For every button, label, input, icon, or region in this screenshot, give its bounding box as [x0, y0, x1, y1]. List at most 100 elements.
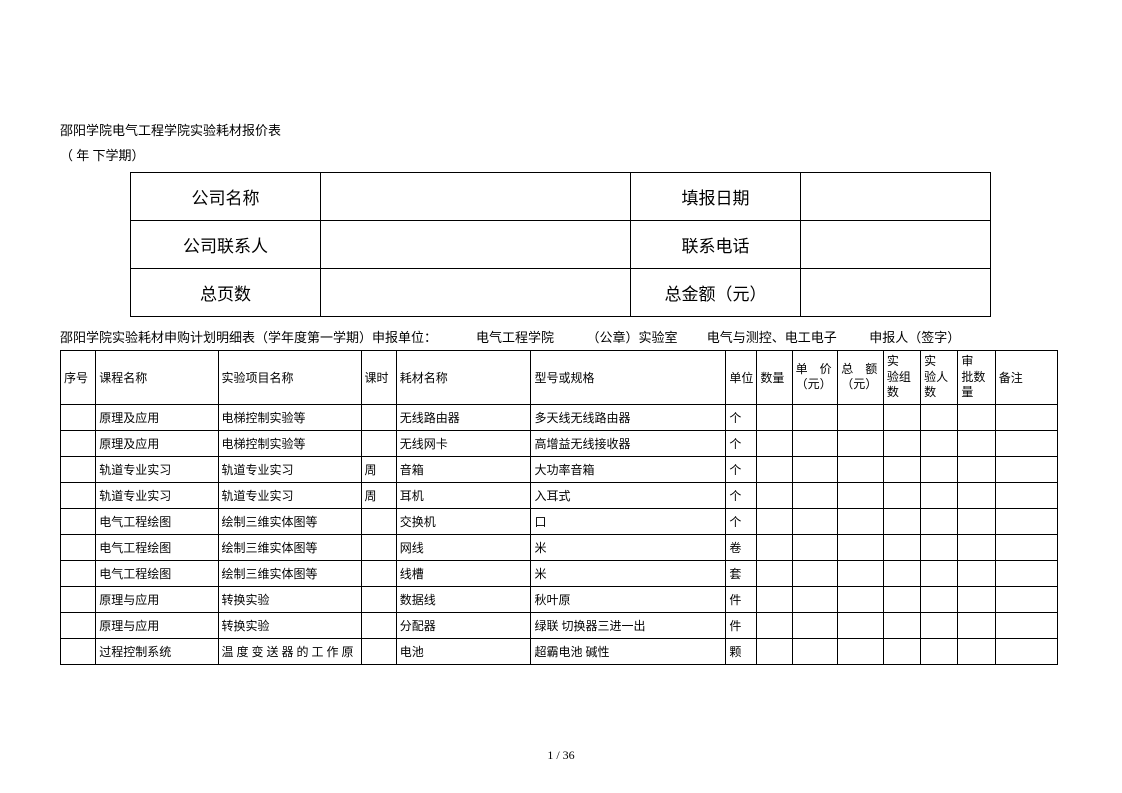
cell-course: 原理与应用 [96, 586, 218, 612]
cell-period [361, 404, 396, 430]
cell-total [838, 534, 884, 560]
cell-unit: 个 [726, 404, 757, 430]
col-groups: 实 验组数 [883, 351, 920, 405]
cell-qty [757, 456, 792, 482]
table-row: 电气工程绘图绘制三维实体图等线槽米套 [61, 560, 1058, 586]
cell-unit: 个 [726, 430, 757, 456]
cell-total [838, 508, 884, 534]
cell-seq [61, 612, 96, 638]
col-spec: 型号或规格 [531, 351, 726, 405]
cell-people [921, 430, 958, 456]
cell-qty [757, 560, 792, 586]
cell-spec: 高增益无线接收器 [531, 430, 726, 456]
cell-unit: 颗 [726, 638, 757, 664]
contact-value [321, 221, 631, 269]
cell-audit [958, 612, 995, 638]
col-people: 实 验人数 [921, 351, 958, 405]
cell-seq [61, 534, 96, 560]
cell-groups [883, 638, 920, 664]
doc-title-2: （ 年 下学期） [60, 145, 1062, 164]
cell-material: 线槽 [396, 560, 531, 586]
cell-qty [757, 430, 792, 456]
cell-remark [995, 404, 1057, 430]
cell-qty [757, 612, 792, 638]
cell-spec: 秋叶原 [531, 586, 726, 612]
cell-seq [61, 456, 96, 482]
cell-unit: 套 [726, 560, 757, 586]
cell-spec: 入耳式 [531, 482, 726, 508]
cell-exp: 温 度 变 送 器 的 工 作 原 [218, 638, 361, 664]
col-course: 课程名称 [96, 351, 218, 405]
amount-value [801, 269, 991, 317]
cell-seq [61, 508, 96, 534]
cell-qty [757, 534, 792, 560]
cell-total [838, 430, 884, 456]
col-seq: 序号 [61, 351, 96, 405]
cell-exp: 绘制三维实体图等 [218, 560, 361, 586]
cell-total [838, 482, 884, 508]
table-row: 电气工程绘图绘制三维实体图等网线米卷 [61, 534, 1058, 560]
cell-spec: 绿联 切换器三进一出 [531, 612, 726, 638]
cell-groups [883, 586, 920, 612]
cell-period [361, 508, 396, 534]
cell-material: 电池 [396, 638, 531, 664]
cell-material: 音箱 [396, 456, 531, 482]
cell-seq [61, 404, 96, 430]
cell-seq [61, 638, 96, 664]
cell-audit [958, 430, 995, 456]
cell-period [361, 534, 396, 560]
amount-label: 总金额（元） [631, 269, 801, 317]
cell-total [838, 560, 884, 586]
cell-period: 周 [361, 482, 396, 508]
cell-spec: 口 [531, 508, 726, 534]
phone-label: 联系电话 [631, 221, 801, 269]
table-row: 轨道专业实习轨道专业实习周耳机入耳式个 [61, 482, 1058, 508]
cell-unit: 个 [726, 482, 757, 508]
doc-title-1: 邵阳学院电气工程学院实验耗材报价表 [60, 120, 1062, 139]
cell-period [361, 430, 396, 456]
cell-price [792, 586, 838, 612]
cell-audit [958, 560, 995, 586]
cell-remark [995, 482, 1057, 508]
cell-seq [61, 482, 96, 508]
cell-audit [958, 508, 995, 534]
cell-material: 无线网卡 [396, 430, 531, 456]
cell-remark [995, 586, 1057, 612]
cell-remark [995, 456, 1057, 482]
cell-price [792, 534, 838, 560]
cell-remark [995, 560, 1057, 586]
cell-seq [61, 430, 96, 456]
cell-exp: 电梯控制实验等 [218, 430, 361, 456]
cell-course: 过程控制系统 [96, 638, 218, 664]
cell-spec: 米 [531, 534, 726, 560]
cell-course: 原理与应用 [96, 612, 218, 638]
cell-exp: 转换实验 [218, 586, 361, 612]
pages-value [321, 269, 631, 317]
cell-period: 周 [361, 456, 396, 482]
cell-qty [757, 482, 792, 508]
cell-audit [958, 586, 995, 612]
cell-people [921, 456, 958, 482]
col-price: 单 价（元） [792, 351, 838, 405]
col-period: 课时 [361, 351, 396, 405]
table-row: 轨道专业实习轨道专业实习周音箱大功率音箱个 [61, 456, 1058, 482]
cell-people [921, 404, 958, 430]
cell-exp: 轨道专业实习 [218, 456, 361, 482]
cell-remark [995, 430, 1057, 456]
cell-audit [958, 456, 995, 482]
pages-label: 总页数 [131, 269, 321, 317]
cell-spec: 多天线无线路由器 [531, 404, 726, 430]
cell-groups [883, 482, 920, 508]
cell-course: 电气工程绘图 [96, 508, 218, 534]
table-row: 原理与应用转换实验分配器绿联 切换器三进一出件 [61, 612, 1058, 638]
cell-seq [61, 586, 96, 612]
cell-total [838, 586, 884, 612]
cell-spec: 超霸电池 碱性 [531, 638, 726, 664]
cell-total [838, 456, 884, 482]
cell-material: 数据线 [396, 586, 531, 612]
detail-table: 序号 课程名称 实验项目名称 课时 耗材名称 型号或规格 单位 数量 单 价（元… [60, 350, 1058, 665]
cell-exp: 电梯控制实验等 [218, 404, 361, 430]
table-header-row: 序号 课程名称 实验项目名称 课时 耗材名称 型号或规格 单位 数量 单 价（元… [61, 351, 1058, 405]
col-exp: 实验项目名称 [218, 351, 361, 405]
cell-total [838, 638, 884, 664]
